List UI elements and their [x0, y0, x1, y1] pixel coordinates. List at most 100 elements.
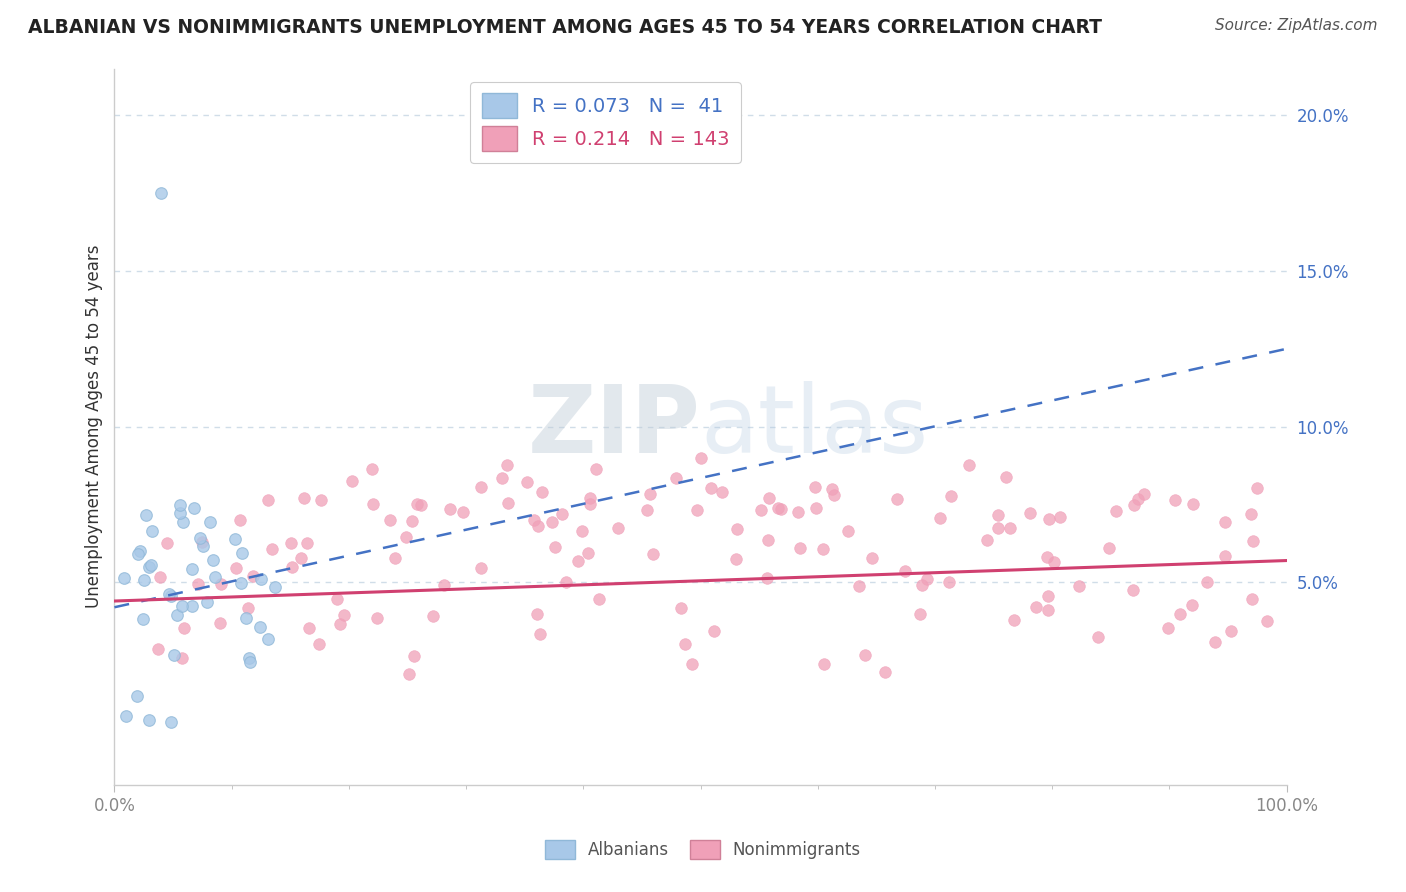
Point: [686, 502, 709, 516]
Point: [529, 627, 551, 641]
Point: [995, 470, 1018, 484]
Point: [929, 510, 952, 524]
Point: [567, 554, 589, 568]
Point: [607, 521, 630, 535]
Point: [703, 624, 725, 639]
Point: [163, 648, 186, 662]
Point: [555, 575, 578, 590]
Point: [957, 458, 980, 473]
Point: [298, 621, 321, 635]
Point: [402, 648, 425, 663]
Point: [160, 590, 183, 604]
Point: [169, 498, 191, 512]
Point: [823, 488, 845, 502]
Point: [1213, 549, 1236, 563]
Point: [360, 461, 382, 475]
Point: [855, 648, 877, 663]
Point: [681, 657, 703, 672]
Point: [208, 616, 231, 631]
Point: [191, 534, 214, 549]
Point: [239, 655, 262, 669]
Point: [758, 491, 780, 505]
Point: [523, 513, 546, 527]
Point: [910, 607, 932, 621]
Point: [238, 651, 260, 665]
Y-axis label: Unemployment Among Ages 45 to 54 years: Unemployment Among Ages 45 to 54 years: [86, 245, 103, 608]
Point: [138, 559, 160, 574]
Point: [235, 610, 257, 624]
Point: [1122, 498, 1144, 512]
Point: [579, 498, 602, 512]
Point: [181, 599, 204, 613]
Point: [172, 650, 194, 665]
Point: [156, 535, 179, 549]
Point: [755, 571, 778, 585]
Point: [250, 572, 273, 586]
Point: [576, 546, 599, 560]
Point: [451, 505, 474, 519]
Point: [146, 642, 169, 657]
Point: [422, 609, 444, 624]
Point: [470, 561, 492, 575]
Point: [131, 612, 153, 626]
Point: [1036, 589, 1059, 603]
Point: [188, 531, 211, 545]
Point: [1195, 574, 1218, 589]
Point: [401, 514, 423, 528]
Point: [1240, 507, 1263, 521]
Point: [1087, 630, 1109, 644]
Point: [1204, 634, 1226, 648]
Point: [141, 524, 163, 538]
Point: [173, 621, 195, 635]
Point: [571, 524, 593, 538]
Point: [405, 497, 427, 511]
Point: [1241, 533, 1264, 548]
Point: [224, 532, 246, 546]
Point: [711, 485, 734, 500]
Point: [821, 482, 844, 496]
Point: [1157, 621, 1180, 635]
Point: [141, 558, 163, 572]
Point: [803, 480, 825, 494]
Point: [1002, 613, 1025, 627]
Point: [579, 491, 602, 505]
Point: [638, 487, 661, 501]
Point: [636, 502, 658, 516]
Point: [181, 562, 204, 576]
Point: [264, 580, 287, 594]
Point: [166, 608, 188, 623]
Point: [225, 560, 247, 574]
Point: [1180, 598, 1202, 612]
Point: [789, 541, 811, 556]
Point: [496, 496, 519, 510]
Point: [530, 485, 553, 500]
Point: [150, 186, 173, 200]
Point: [329, 617, 352, 632]
Point: [1246, 482, 1268, 496]
Point: [725, 551, 748, 566]
Point: [172, 515, 194, 529]
Point: [987, 521, 1010, 535]
Point: [1049, 509, 1071, 524]
Text: ALBANIAN VS NONIMMIGRANTS UNEMPLOYMENT AMONG AGES 45 TO 54 YEARS CORRELATION CHA: ALBANIAN VS NONIMMIGRANTS UNEMPLOYMENT A…: [28, 18, 1102, 37]
Point: [787, 505, 810, 519]
Point: [813, 657, 835, 672]
Point: [588, 592, 610, 607]
Point: [1213, 515, 1236, 529]
Point: [804, 501, 827, 516]
Point: [1182, 497, 1205, 511]
Point: [1168, 607, 1191, 621]
Point: [183, 500, 205, 515]
Point: [290, 551, 312, 566]
Point: [395, 530, 418, 544]
Point: [378, 513, 401, 527]
Point: [1098, 541, 1121, 555]
Point: [257, 493, 280, 508]
Point: [770, 502, 793, 516]
Text: ZIP: ZIP: [527, 381, 700, 473]
Point: [491, 470, 513, 484]
Point: [526, 607, 548, 622]
Point: [998, 520, 1021, 534]
Point: [366, 611, 388, 625]
Point: [333, 607, 356, 622]
